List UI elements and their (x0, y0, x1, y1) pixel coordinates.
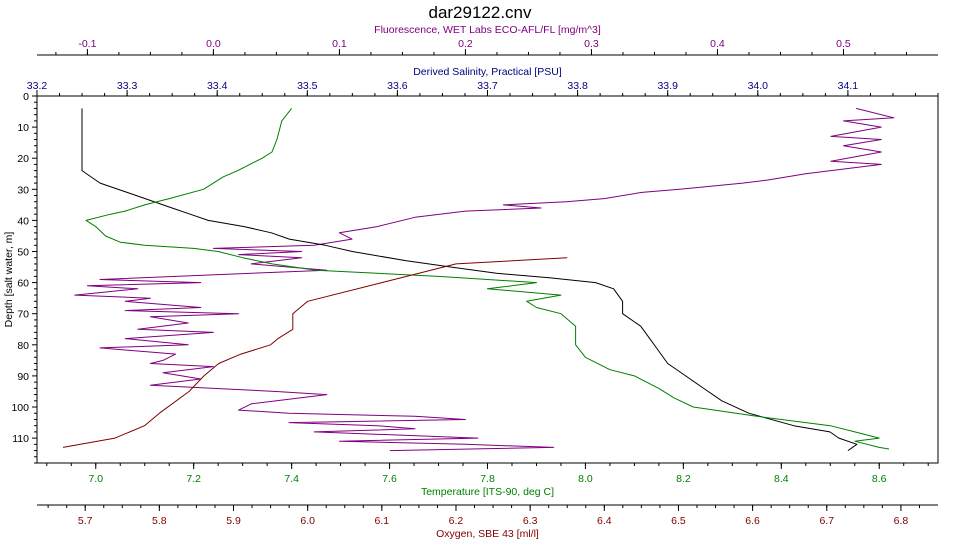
temperature-tick-label: 8.2 (676, 473, 691, 485)
temperature-tick-label: 8.4 (774, 473, 789, 485)
depth-tick-label: 10 (17, 122, 29, 134)
depth-tick-label: 30 (17, 184, 29, 196)
fluorescence-tick-label: 0.4 (710, 38, 725, 50)
temperature-tick-label: 7.2 (186, 473, 201, 485)
fluorescence-tick-label: 0.5 (836, 38, 851, 50)
fluorescence-tick-label: 0.3 (584, 38, 599, 50)
axis-labels: 0 10 20 30 40 50 60 70 80 90 100 110 Depth [salt wat… (3, 24, 908, 540)
depth-tick-label: 70 (17, 309, 29, 321)
salinity-tick-label: 34.0 (748, 80, 769, 92)
depth-tick-label: 90 (17, 371, 29, 383)
depth-tick-label: 40 (17, 215, 29, 227)
fluorescence-tick-label: 0.1 (332, 38, 347, 50)
temperature-tick-label: 7.6 (382, 473, 397, 485)
oxygen-tick-label: 5.7 (78, 515, 93, 527)
oxygen-tick-label: 6.7 (819, 515, 834, 527)
salinity-profile-line (81, 108, 858, 452)
oxygen-tick-label: 6.8 (894, 515, 909, 527)
depth-tick-label: 20 (17, 153, 29, 165)
oxygen-tick-label: 6.6 (745, 515, 760, 527)
chart-title: dar29122.cnv (428, 3, 532, 22)
oxygen-tick-label: 6.1 (375, 515, 390, 527)
salinity-tick-label: 34.1 (838, 80, 859, 92)
fluorescence-tick-label: 0.2 (458, 38, 473, 50)
salinity-axis-label: Derived Salinity, Practical [PSU] (413, 66, 562, 78)
salinity-tick-label: 33.7 (477, 80, 498, 92)
oxygen-axis-label: Oxygen, SBE 43 [ml/l] (436, 528, 539, 540)
temperature-tick-label: 8.6 (872, 473, 887, 485)
salinity-tick-label: 33.3 (117, 80, 138, 92)
temperature-tick-label: 8.0 (578, 473, 593, 485)
depth-tick-label: 80 (17, 340, 29, 352)
salinity-tick-label: 33.2 (27, 80, 48, 92)
fluorescence-tick-label: -0.1 (78, 38, 96, 50)
depth-tick-label: 60 (17, 278, 29, 290)
fluorescence-profile-line (74, 107, 895, 452)
oxygen-profile-line (62, 257, 568, 448)
temperature-profile-line (85, 108, 890, 450)
oxygen-tick-label: 6.0 (300, 515, 315, 527)
salinity-tick-label: 33.4 (207, 80, 228, 92)
oxygen-tick-label: 6.4 (597, 515, 612, 527)
temperature-axis-label: Temperature [ITS-90, deg C] (421, 486, 554, 498)
oxygen-tick-label: 5.8 (152, 515, 167, 527)
depth-tick-label: 100 (11, 402, 29, 414)
depth-axis-label: Depth [salt water, m] (3, 232, 15, 328)
axes-layer (32, 49, 939, 511)
salinity-tick-label: 33.6 (387, 80, 408, 92)
salinity-tick-label: 33.9 (657, 80, 678, 92)
fluorescence-axis-label: Fluorescence, WET Labs ECO-AFL/FL [mg/m^… (374, 24, 601, 36)
oxygen-tick-label: 6.5 (671, 515, 686, 527)
oxygen-tick-label: 6.3 (523, 515, 538, 527)
oxygen-tick-label: 5.9 (226, 515, 241, 527)
salinity-tick-label: 33.5 (297, 80, 318, 92)
fluorescence-tick-label: 0.0 (206, 38, 221, 50)
oxygen-tick-label: 6.2 (449, 515, 464, 527)
temperature-tick-label: 7.8 (480, 473, 495, 485)
depth-tick-label: 110 (12, 433, 29, 445)
salinity-tick-label: 33.8 (567, 80, 588, 92)
depth-tick-label: 50 (17, 247, 29, 259)
temperature-tick-label: 7.4 (284, 473, 299, 485)
depth-tick-label: 0 (23, 91, 29, 103)
series-layer (62, 107, 895, 452)
temperature-tick-label: 7.0 (88, 473, 103, 485)
